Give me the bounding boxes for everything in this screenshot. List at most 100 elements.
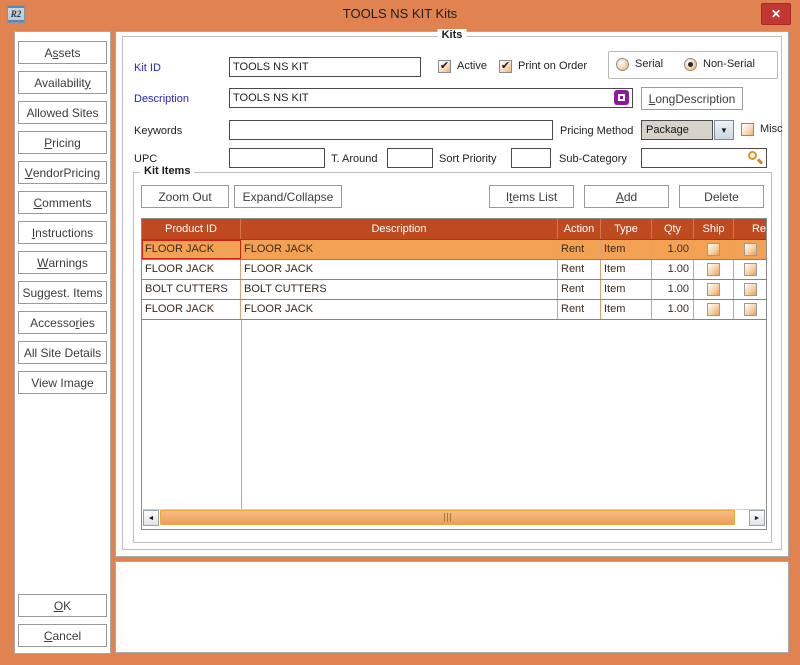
- label-post: omments: [42, 195, 92, 210]
- scrollbar-track[interactable]: [159, 510, 749, 526]
- column-header-action[interactable]: Action: [558, 219, 601, 239]
- t-around-input[interactable]: [387, 148, 433, 168]
- sidebar-item-allowed-sites[interactable]: Allowed Sites: [18, 101, 107, 124]
- table-header-row: Product ID Description Action Type Qty S…: [142, 219, 766, 240]
- label-mnemonic: C: [43, 628, 53, 643]
- main-panel: Kits Kit ID ✔ Active ✔ Print on Order Se…: [115, 29, 789, 557]
- cell-ship: [694, 260, 734, 279]
- search-icon[interactable]: [747, 150, 764, 166]
- label-post: ongDescription: [655, 91, 736, 106]
- ship-checkbox[interactable]: [707, 243, 720, 256]
- cell-description: FLOOR JACK: [241, 300, 558, 319]
- label-pre: Suggest. Items: [22, 285, 103, 300]
- table-row[interactable]: BOLT CUTTERS BOLT CUTTERS Rent Item 1.00: [142, 280, 766, 300]
- table-row[interactable]: FLOOR JACK FLOOR JACK Rent Item 1.00: [142, 240, 766, 260]
- cell-action: Rent: [558, 300, 601, 319]
- scroll-left-icon[interactable]: ◄: [143, 510, 159, 526]
- column-header-ship[interactable]: Ship: [694, 219, 734, 239]
- cell-product-id: BOLT CUTTERS: [142, 280, 241, 299]
- print-on-order-label: Print on Order: [518, 60, 588, 72]
- print-on-order-checkbox[interactable]: ✔: [499, 60, 512, 73]
- scrollbar-thumb[interactable]: [160, 510, 735, 525]
- sidebar-item-all-site-details[interactable]: All Site Details: [18, 341, 107, 364]
- keywords-input[interactable]: [229, 120, 553, 140]
- pricing-method-label: Pricing Method: [560, 125, 634, 137]
- return-checkbox[interactable]: [744, 243, 757, 256]
- label-mnemonic: W: [37, 255, 49, 270]
- return-checkbox[interactable]: [744, 303, 757, 316]
- upc-input[interactable]: [229, 148, 325, 168]
- pricing-method-combo: Package ▼: [641, 120, 734, 140]
- ship-checkbox[interactable]: [707, 263, 720, 276]
- delete-button[interactable]: Delete: [679, 185, 764, 208]
- active-checkbox[interactable]: ✔: [438, 60, 451, 73]
- column-header-type[interactable]: Type: [601, 219, 652, 239]
- cell-return: [734, 280, 766, 299]
- kit-id-input[interactable]: [229, 57, 421, 77]
- cell-type: Item: [601, 240, 652, 259]
- sub-category-input-wrap: [641, 148, 767, 168]
- non-serial-radio[interactable]: [684, 58, 697, 71]
- cell-ship: [694, 280, 734, 299]
- long-description-icon[interactable]: [614, 90, 629, 105]
- column-header-qty[interactable]: Qty: [652, 219, 694, 239]
- return-checkbox[interactable]: [744, 263, 757, 276]
- zoom-out-button[interactable]: Zoom Out: [141, 185, 229, 208]
- label-mnemonic: C: [33, 195, 43, 210]
- sub-category-input[interactable]: [641, 148, 767, 168]
- column-header-description[interactable]: Description: [241, 219, 558, 239]
- column-header-return[interactable]: Return: [734, 219, 766, 239]
- sidebar-item-view-image[interactable]: View Image: [18, 371, 107, 394]
- description-input-wrap: [229, 88, 633, 108]
- sidebar-item-availability[interactable]: Availabilit y: [18, 71, 107, 94]
- table-row[interactable]: FLOOR JACK FLOOR JACK Rent Item 1.00: [142, 300, 766, 320]
- pricing-method-value[interactable]: Package: [641, 120, 713, 140]
- check-icon: ✔: [439, 59, 450, 72]
- cell-product-id: FLOOR JACK: [142, 300, 241, 319]
- return-checkbox[interactable]: [744, 283, 757, 296]
- cell-return: [734, 300, 766, 319]
- label-mnemonic: A: [615, 189, 624, 204]
- cell-ship: [694, 240, 734, 259]
- horizontal-scrollbar[interactable]: ◄ ►: [143, 509, 765, 526]
- cell-type: Item: [601, 260, 652, 279]
- sidebar-item-accessories[interactable]: Accesso r ies: [18, 311, 107, 334]
- label-post: K: [63, 598, 72, 613]
- label-mnemonic: O: [53, 598, 64, 613]
- table-row[interactable]: FLOOR JACK FLOOR JACK Rent Item 1.00: [142, 260, 766, 280]
- label-pre: View Image: [31, 375, 94, 390]
- label-mnemonic: V: [24, 165, 33, 180]
- serial-radio[interactable]: [616, 58, 629, 71]
- expand-collapse-button[interactable]: Expand/Collapse: [234, 185, 342, 208]
- sidebar-item-suggest-items[interactable]: Suggest. Items: [18, 281, 107, 304]
- column-header-product-id[interactable]: Product ID: [142, 219, 241, 239]
- ship-checkbox[interactable]: [707, 283, 720, 296]
- scroll-right-icon[interactable]: ►: [749, 510, 765, 526]
- ship-checkbox[interactable]: [707, 303, 720, 316]
- label-post: ricing: [52, 135, 81, 150]
- misc-checkbox[interactable]: ✔: [741, 123, 754, 136]
- cell-qty: 1.00: [652, 260, 694, 279]
- label-pre: Accesso: [30, 315, 76, 330]
- label-pre: A: [44, 45, 53, 60]
- check-icon: ✔: [500, 59, 511, 72]
- sort-priority-input[interactable]: [511, 148, 551, 168]
- scrollbar-grip: [447, 513, 448, 522]
- description-input[interactable]: [229, 88, 633, 108]
- close-button[interactable]: ✕: [761, 3, 791, 25]
- chevron-down-icon[interactable]: ▼: [714, 120, 734, 140]
- cell-description: FLOOR JACK: [241, 240, 558, 259]
